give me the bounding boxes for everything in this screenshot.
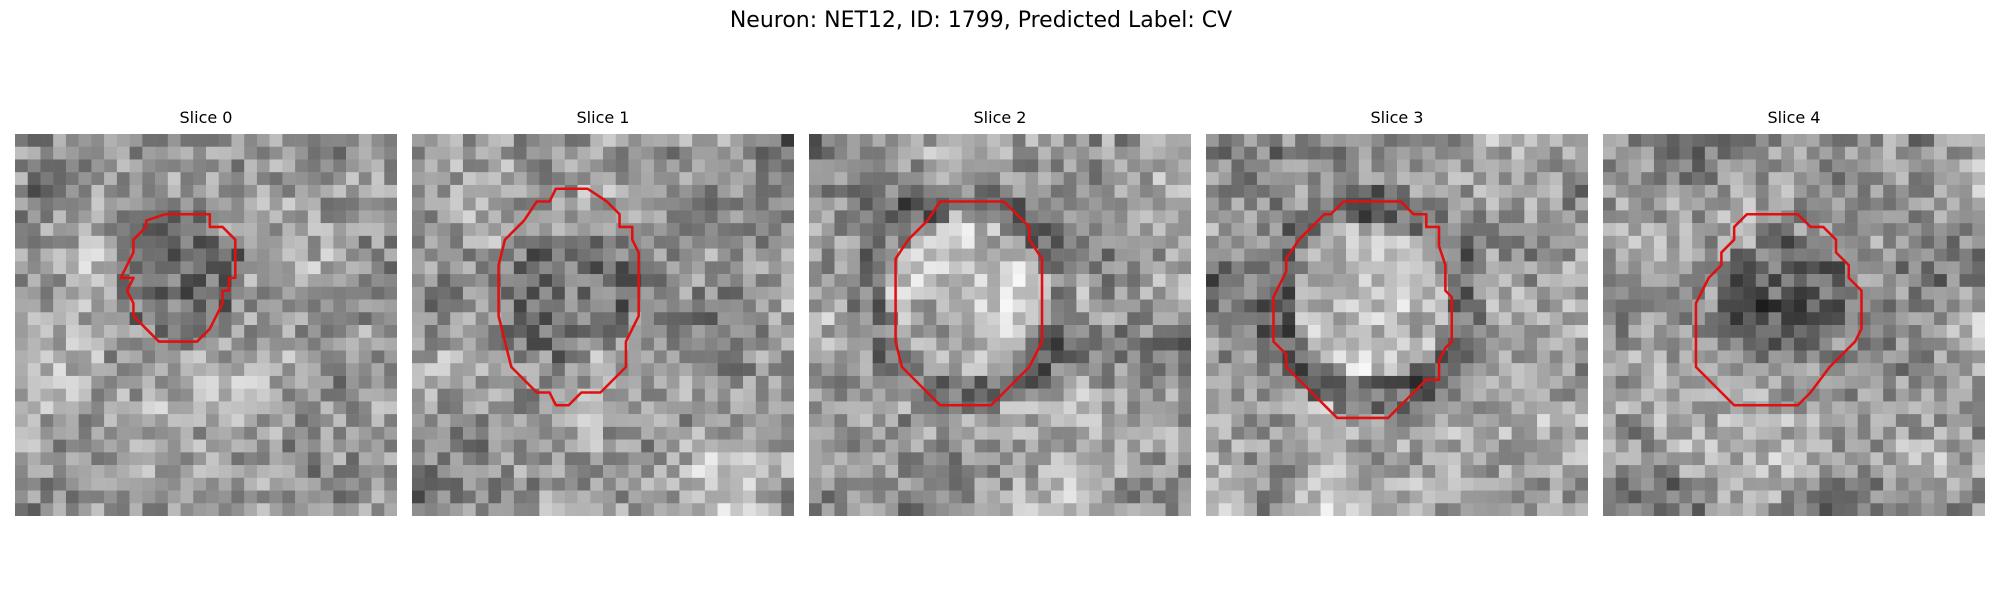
neuron-outline-1 [497, 187, 640, 407]
slice-title-1: Slice 1 [576, 108, 630, 127]
neuron-outline-2 [894, 200, 1044, 407]
slice-title-3: Slice 3 [1370, 108, 1424, 127]
slice-title-4: Slice 4 [1767, 108, 1821, 127]
neuron-outline-4 [1694, 212, 1863, 407]
slice-image-4 [1603, 134, 1985, 516]
slice-image-3 [1206, 134, 1588, 516]
figure-title: Neuron: NET12, ID: 1799, Predicted Label… [729, 8, 1233, 33]
slice-image-1 [412, 134, 794, 516]
neuron-outline-0 [119, 212, 237, 343]
slice-title-2: Slice 2 [973, 108, 1027, 127]
slice-title-0: Slice 0 [179, 108, 233, 127]
neuron-outline-3 [1272, 200, 1454, 420]
slice-image-0 [15, 134, 397, 516]
slice-image-2 [809, 134, 1191, 516]
